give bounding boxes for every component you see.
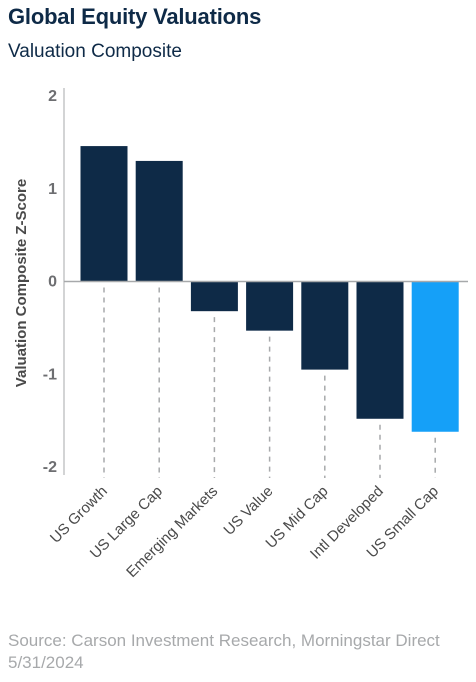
category-label: US Value xyxy=(220,483,276,539)
source-note: Source: Carson Investment Research, Morn… xyxy=(8,631,440,672)
y-tick-labels: 2 1 0 -1 -2 xyxy=(43,88,57,476)
bar-us-mid-cap xyxy=(301,281,349,370)
category-leader-lines xyxy=(103,287,436,478)
bar-us-small-cap xyxy=(411,281,459,432)
bar-us-large-cap xyxy=(135,160,183,282)
bar-intl-developed xyxy=(356,281,404,419)
y-tick-label: 2 xyxy=(48,88,57,105)
bar-us-value xyxy=(246,281,294,331)
y-tick-label: 0 xyxy=(48,274,57,291)
chart-title: Global Equity Valuations xyxy=(8,4,262,29)
y-axis-label: Valuation Composite Z-Score xyxy=(13,179,30,387)
chart-subtitle: Valuation Composite xyxy=(8,41,182,62)
y-tick-label: 1 xyxy=(48,181,57,198)
bars xyxy=(80,146,459,432)
y-tick-label: -2 xyxy=(43,459,57,476)
category-label: Emerging Markets xyxy=(123,483,221,581)
bar-emerging-markets xyxy=(190,281,238,312)
y-tick-label: -1 xyxy=(43,366,57,383)
bar-us-growth xyxy=(80,146,128,282)
